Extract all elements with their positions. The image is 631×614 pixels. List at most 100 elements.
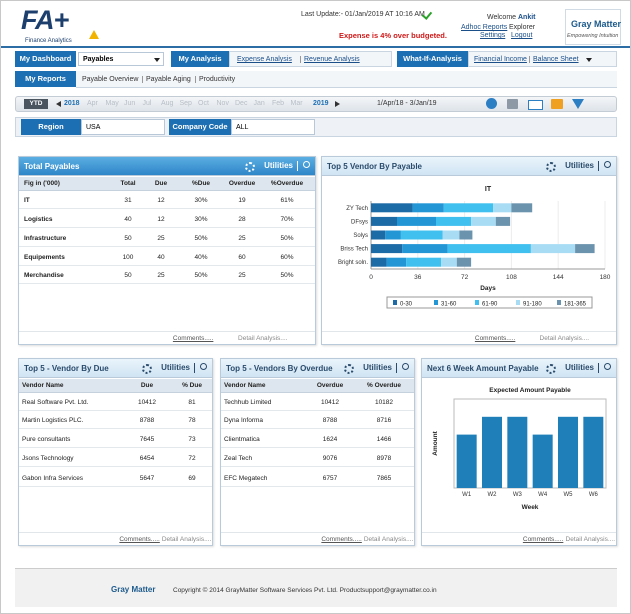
comments-link[interactable]: Comments..... [119, 536, 160, 543]
cell: 50% [194, 235, 208, 242]
panel-header: Top 5 Vendor By Payable Utilities [322, 157, 616, 176]
overview-link[interactable]: Payable Overview [82, 76, 139, 83]
column-header: Vendor Name [224, 382, 266, 389]
bar [456, 434, 477, 488]
utilities[interactable]: Utilities [161, 363, 190, 372]
month[interactable]: Mar [290, 100, 303, 107]
bar-segment [371, 244, 403, 254]
next-arrow[interactable] [335, 101, 340, 107]
bar-segment [406, 257, 442, 267]
month[interactable]: May [105, 100, 119, 107]
adhoc-link[interactable]: Adhoc Reports [461, 24, 508, 31]
footer-bar [15, 568, 617, 607]
ytd-button[interactable]: YTD [24, 99, 48, 109]
panel-header: Next 6 Week Amount Payable Utilities [422, 359, 616, 378]
bar-segment [575, 244, 595, 254]
month[interactable]: Oct [198, 100, 209, 107]
month[interactable]: Jul [142, 100, 152, 107]
balance-link[interactable]: Balance Sheet [529, 56, 579, 63]
more-arrow[interactable] [586, 58, 592, 62]
chart: IT 0 36 72 108 144 180 ZY Tech DFsys Solys Briss T… [338, 186, 611, 309]
month[interactable]: Aug [161, 100, 174, 107]
search-icon[interactable] [402, 363, 409, 370]
cell: 31 [124, 197, 132, 204]
aging-link[interactable]: Payable Aging [142, 76, 191, 83]
cell: 7865 [376, 475, 392, 482]
utilities[interactable]: Utilities [565, 161, 594, 170]
dashboard-select[interactable]: Payables [78, 52, 164, 66]
row-line [19, 447, 212, 448]
month[interactable]: Apr [87, 100, 98, 107]
row-line [221, 447, 414, 448]
detail-link[interactable]: Detail Analysis.... [565, 536, 616, 543]
cell: 100 [122, 254, 134, 261]
revenue-link[interactable]: Revenue Analysis [300, 56, 360, 63]
comments-link[interactable]: Comments..... [321, 536, 362, 543]
month[interactable]: Feb [272, 100, 285, 107]
search-icon[interactable] [200, 363, 207, 370]
print-icon[interactable] [507, 99, 518, 109]
bar-segment [386, 257, 407, 267]
analysis-label: My Analysis [171, 51, 229, 67]
prev-arrow[interactable] [56, 101, 61, 107]
legend-box [386, 296, 593, 309]
mail-icon[interactable] [528, 100, 543, 110]
bar-segment [371, 257, 387, 267]
income-link[interactable]: Financial Income [474, 56, 527, 63]
detail-link[interactable]: Detail Analysis.... [539, 335, 590, 342]
panel-title: Top 5 - Vendors By Overdue [226, 364, 333, 373]
utilities[interactable]: Utilities [363, 363, 392, 372]
filter-icon[interactable] [572, 99, 584, 109]
bar-segment [493, 203, 512, 213]
header-rule [1, 46, 630, 48]
separator [598, 161, 599, 171]
cell: Merchandise [24, 272, 64, 279]
bar-segment [447, 244, 531, 254]
export-icon[interactable] [551, 99, 563, 109]
comments-link[interactable]: Comments..... [474, 335, 516, 342]
reports-bar [76, 71, 617, 88]
bar-segment [385, 230, 401, 240]
detail-link[interactable]: Detail Analysis.... [238, 335, 288, 342]
utilities[interactable]: Utilities [264, 161, 293, 170]
cell: 12 [157, 197, 165, 204]
month[interactable]: Sep [179, 100, 192, 107]
cell: 81 [188, 399, 196, 406]
x-tick-label: 180 [600, 274, 611, 281]
utilities[interactable]: Utilities [565, 363, 594, 372]
month[interactable]: Jun [124, 100, 136, 107]
productivity-link[interactable]: Productivity [195, 76, 235, 83]
refresh-icon[interactable] [486, 98, 497, 109]
cell: 40 [124, 216, 132, 223]
y-tick-label: DFsys [351, 219, 368, 225]
x-tick-label: W3 [513, 492, 523, 498]
legend-swatch [434, 300, 438, 305]
cell: 60% [280, 254, 294, 261]
y-tick-label: Bright soln. [338, 260, 368, 266]
region-select[interactable]: USA [81, 119, 165, 135]
cell: 60 [238, 254, 246, 261]
bar-segment [436, 216, 472, 226]
search-icon[interactable] [604, 161, 611, 168]
logout-link[interactable]: Logout [511, 32, 533, 39]
panel: Top 5 - Vendor By Due Utilities Comments..… [18, 358, 213, 546]
cell: IT [24, 197, 30, 204]
expense-link[interactable]: Expense Analysis [237, 56, 292, 63]
explorer-link[interactable]: Explorer [509, 24, 536, 31]
detail-link[interactable]: Detail Analysis.... [363, 536, 414, 543]
detail-link[interactable]: Detail Analysis.... [161, 536, 212, 543]
comments-link[interactable]: Comments..... [172, 335, 214, 342]
month[interactable]: Jan [253, 100, 265, 107]
month[interactable]: Nov [216, 100, 229, 107]
search-icon[interactable] [604, 363, 611, 370]
cell: 25 [238, 235, 246, 242]
bar-segment [371, 216, 397, 226]
cell: 69 [188, 475, 196, 482]
comments-link[interactable]: Comments..... [522, 536, 564, 543]
copyright: Copyright © 2014 GrayMatter Software Ser… [173, 587, 437, 594]
month[interactable]: Dec [235, 100, 248, 107]
settings-link[interactable]: Settings [480, 32, 506, 39]
cell: 50 [124, 235, 132, 242]
company-select[interactable]: ALL [231, 119, 315, 135]
search-icon[interactable] [303, 161, 310, 168]
